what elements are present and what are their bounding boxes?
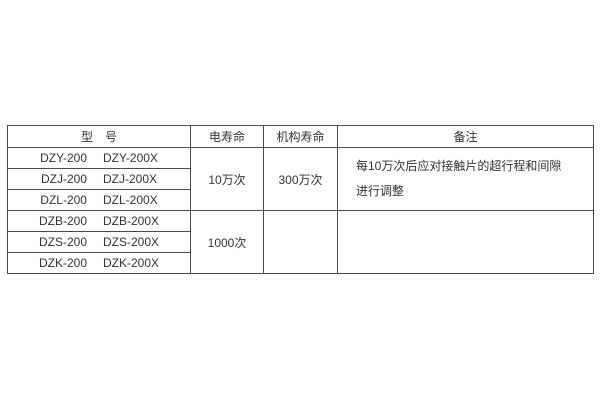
model-name-x: DZY-200X — [103, 151, 158, 165]
header-remarks: 备注 — [337, 125, 594, 148]
electrical-life-cell: 1000次 — [190, 210, 264, 274]
model-name: DZJ-200 — [40, 172, 87, 186]
model-cell: DZS-200 DZS-200X — [7, 231, 191, 253]
remark-line: 进行调整 — [356, 184, 405, 198]
table-row: DZY-200 DZY-200X 10万次 300万次 每10万次后应对接触片的超… — [7, 147, 594, 211]
table-row: DZL-200 DZL-200X — [7, 189, 594, 211]
model-name: DZY-200 — [40, 151, 87, 165]
remarks-cell: 每10万次后应对接触片的超行程和间隙 进行调整 — [337, 147, 594, 211]
header-mechanical-life: 机构寿命 — [263, 125, 338, 148]
table-row: DZB-200 DZB-200X 1000次 — [7, 210, 594, 274]
model-cell: DZY-200 DZY-200X — [7, 147, 191, 169]
table-row: DZK-200 DZK-200X — [7, 252, 594, 274]
mechanical-life-cell — [263, 210, 338, 274]
header-model: 型 号 — [7, 125, 191, 148]
table-header-row: 型 号 电寿命 机构寿命 备注 — [7, 125, 594, 148]
table-row: DZJ-200 DZJ-200X — [7, 168, 594, 190]
model-name-x: DZL-200X — [102, 193, 158, 207]
model-name-x: DZS-200X — [103, 235, 160, 249]
remarks-cell — [337, 210, 594, 274]
model-cell: DZB-200 DZB-200X — [7, 210, 191, 232]
model-name-x: DZJ-200X — [102, 172, 158, 186]
model-name: DZB-200 — [38, 214, 87, 228]
remark-line: 每10万次后应对接触片的超行程和间隙 — [356, 159, 562, 173]
model-cell: DZJ-200 DZJ-200X — [7, 168, 191, 190]
model-name-x: DZK-200X — [103, 256, 160, 270]
mechanical-life-cell: 300万次 — [263, 147, 338, 211]
spec-table: 型 号 电寿命 机构寿命 备注 DZY-200 DZY-200X 10万次 300… — [7, 125, 594, 274]
model-cell: DZK-200 DZK-200X — [7, 252, 191, 274]
model-name: DZS-200 — [38, 235, 87, 249]
header-electrical-life: 电寿命 — [190, 125, 264, 148]
electrical-life-cell: 10万次 — [190, 147, 264, 211]
model-name-x: DZB-200X — [103, 214, 160, 228]
model-name: DZL-200 — [40, 193, 87, 207]
model-cell: DZL-200 DZL-200X — [7, 189, 191, 211]
model-name: DZK-200 — [38, 256, 87, 270]
